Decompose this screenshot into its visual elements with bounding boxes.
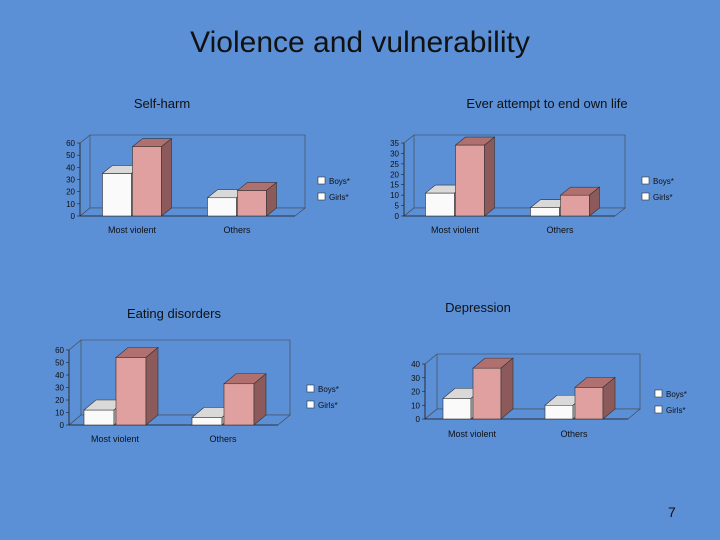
bar-front	[574, 387, 604, 420]
y-tick-label: 0	[395, 212, 400, 221]
bar	[472, 357, 514, 420]
y-tick-label: 30	[66, 176, 75, 185]
y-tick-label: 60	[55, 346, 64, 355]
legend-label: Girls*	[653, 193, 673, 202]
bar	[574, 376, 616, 420]
bar-side	[589, 186, 600, 217]
legend-swatch	[306, 400, 315, 409]
category-label: Most violent	[431, 225, 480, 235]
legend-swatch	[654, 405, 663, 414]
legend-label: Boys*	[653, 177, 674, 186]
bar-front	[544, 404, 574, 420]
bar-side	[145, 346, 159, 426]
category-label: Most violent	[108, 225, 157, 235]
legend-swatch	[654, 389, 663, 398]
bar-side	[161, 138, 172, 217]
category-label: Others	[209, 434, 237, 444]
y-tick-label: 60	[66, 139, 75, 148]
y-tick-label: 5	[395, 202, 400, 211]
y-tick-label: 35	[390, 139, 399, 148]
bar	[559, 186, 601, 217]
y-tick-label: 40	[55, 371, 64, 380]
bar	[236, 181, 278, 217]
bar-front	[455, 144, 485, 217]
y-tick-label: 40	[66, 163, 75, 172]
legend-swatch	[306, 384, 315, 393]
legend-label: Girls*	[329, 193, 349, 202]
bar	[454, 136, 496, 217]
y-tick-label: 20	[55, 396, 64, 405]
y-tick-label: 30	[390, 149, 399, 158]
bar-front	[472, 367, 502, 420]
category-label: Others	[560, 429, 588, 439]
bar	[131, 138, 173, 217]
bar	[206, 189, 248, 217]
bar-front	[237, 190, 267, 217]
slide-title: Violence and vulnerability	[190, 26, 530, 59]
bar-side	[253, 373, 267, 426]
legend-label: Boys*	[666, 390, 687, 399]
bar-side	[500, 357, 514, 420]
page-number: 7	[668, 504, 676, 520]
y-tick-label: 30	[411, 374, 420, 383]
y-tick-label: 25	[390, 160, 399, 169]
y-tick-label: 0	[416, 415, 421, 424]
bar	[223, 373, 267, 426]
y-tick-label: 50	[55, 359, 64, 368]
chart-title: Ever attempt to end own life	[466, 96, 627, 111]
y-tick-label: 50	[66, 151, 75, 160]
legend-swatch	[641, 176, 650, 185]
y-tick-label: 0	[71, 212, 76, 221]
y-tick-label: 40	[411, 360, 420, 369]
legend-label: Boys*	[318, 385, 339, 394]
y-tick-label: 20	[390, 170, 399, 179]
y-tick-label: 20	[66, 188, 75, 197]
y-tick-label: 15	[390, 181, 399, 190]
legend-label: Boys*	[329, 177, 350, 186]
legend-label: Girls*	[666, 406, 686, 415]
chart-title: Eating disorders	[127, 306, 221, 321]
bar-side	[602, 376, 616, 420]
bar-front	[442, 398, 472, 420]
bar-front	[115, 357, 147, 426]
y-tick-label: 10	[66, 200, 75, 209]
legend-swatch	[317, 192, 326, 201]
y-tick-label: 20	[411, 388, 420, 397]
bar-front	[132, 146, 162, 217]
chart-title: Depression	[445, 300, 511, 315]
category-label: Most violent	[91, 434, 140, 444]
legend-swatch	[317, 176, 326, 185]
category-label: Most violent	[448, 429, 497, 439]
bar-side	[484, 136, 495, 217]
y-tick-label: 10	[55, 409, 64, 418]
category-label: Others	[223, 225, 251, 235]
y-tick-label: 0	[60, 421, 65, 430]
bar-side	[266, 181, 277, 217]
y-tick-label: 10	[411, 401, 420, 410]
category-label: Others	[546, 225, 574, 235]
y-tick-label: 30	[55, 384, 64, 393]
legend-label: Girls*	[318, 401, 338, 410]
y-tick-label: 10	[390, 191, 399, 200]
bar	[115, 346, 159, 426]
legend-swatch	[641, 192, 650, 201]
chart-title: Self-harm	[134, 96, 190, 111]
